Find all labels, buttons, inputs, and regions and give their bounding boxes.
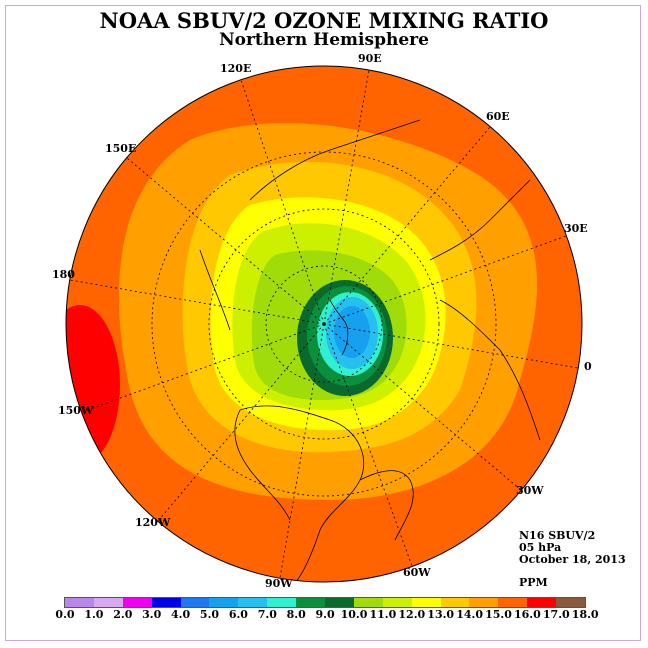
lon-label-120e: 120E: [220, 62, 251, 75]
color-scale-tick-label: 15.0: [485, 608, 512, 621]
figure-frame: [5, 5, 641, 641]
color-scale-swatch: [209, 598, 239, 607]
lon-label-30e: 30E: [564, 222, 588, 235]
color-scale-swatch: [382, 598, 412, 607]
color-scale-tick-label: 18.0: [571, 608, 599, 621]
color-scale-tick-label: 0.0: [55, 608, 75, 621]
lon-label-150w: 150W: [58, 404, 94, 417]
color-scale-tick-label: 3.0: [142, 608, 162, 621]
color-scale-swatch: [122, 598, 152, 607]
lon-label-90e: 90E: [358, 52, 382, 65]
map-title: NOAA SBUV/2 OZONE MIXING RATIO: [99, 8, 549, 33]
color-scale-swatch: [469, 598, 499, 607]
date-label: October 18, 2013: [519, 553, 626, 566]
color-scale-swatch: [238, 598, 268, 607]
color-scale-swatch: [296, 598, 326, 607]
lon-label-180: 180: [52, 268, 75, 281]
color-scale-swatch: [440, 598, 470, 607]
color-scale-tick-label: 13.0: [427, 608, 455, 621]
color-scale-tick-label: 2.0: [113, 608, 133, 621]
lon-label-150e: 150E: [105, 142, 136, 155]
color-scale-swatch: [527, 598, 557, 607]
color-scale-tick-label: 12.0: [398, 608, 426, 621]
color-scale-swatch: [353, 598, 383, 607]
color-scale-swatch: [180, 598, 210, 607]
color-scale-swatch: [325, 598, 354, 607]
color-scale-tick-label: 9.0: [315, 608, 335, 621]
longitude-labels: 90E 120E 150E 180 150W 120W 90W 60W 30W …: [52, 52, 592, 590]
color-scale-tick-label: 1.0: [84, 608, 104, 621]
lon-label-120w: 120W: [135, 516, 171, 529]
color-scale-swatch: [93, 598, 123, 607]
satellite-label: N16 SBUV/2: [519, 529, 596, 542]
color-scale-tick-label: 5.0: [199, 608, 220, 621]
color-scale-swatch: [65, 598, 94, 607]
map-subtitle: Northern Hemisphere: [219, 30, 429, 50]
lon-label-0: 0: [584, 360, 592, 373]
units-label: PPM: [519, 576, 548, 589]
contour-16-17: [66, 305, 120, 465]
color-scale-tick-label: 6.0: [228, 608, 248, 621]
color-scale-tick-label: 7.0: [257, 608, 277, 621]
contour-5-6: [334, 306, 370, 358]
color-scale-labels: 0.0 1.0 2.0 3.0 4.0 5.0 6.0 7.0 8.0 9.0 10.0 11.0 12…: [0, 608, 648, 622]
color-scale-swatch: [411, 598, 441, 607]
coastlines: [199, 119, 541, 582]
color-scale-tick-label: 11.0: [369, 608, 397, 621]
lon-label-60w: 60W: [403, 566, 431, 579]
color-scale-bar: [64, 597, 587, 608]
color-scale-tick-label: 17.0: [542, 608, 570, 621]
color-scale-tick-label: 14.0: [456, 608, 483, 621]
ozone-contours: [66, 66, 582, 582]
pressure-level-label: 05 hPa: [519, 541, 562, 554]
color-scale-swatch: [556, 598, 586, 607]
color-scale-swatch: [151, 598, 181, 607]
color-scale-tick-label: 16.0: [513, 608, 541, 621]
color-scale-tick-label: 8.0: [286, 608, 306, 621]
lon-label-90w: 90W: [265, 577, 293, 590]
map-boundary: [65, 65, 583, 583]
color-scale-tick-label: 4.0: [171, 608, 191, 621]
latitude-circles: [151, 151, 497, 497]
lon-label-30w: 30W: [516, 484, 544, 497]
color-scale-tick-label: 10.0: [340, 608, 368, 621]
color-scale-swatch: [267, 598, 297, 607]
lon-label-60e: 60E: [486, 110, 510, 123]
color-scale-swatch: [498, 598, 528, 607]
